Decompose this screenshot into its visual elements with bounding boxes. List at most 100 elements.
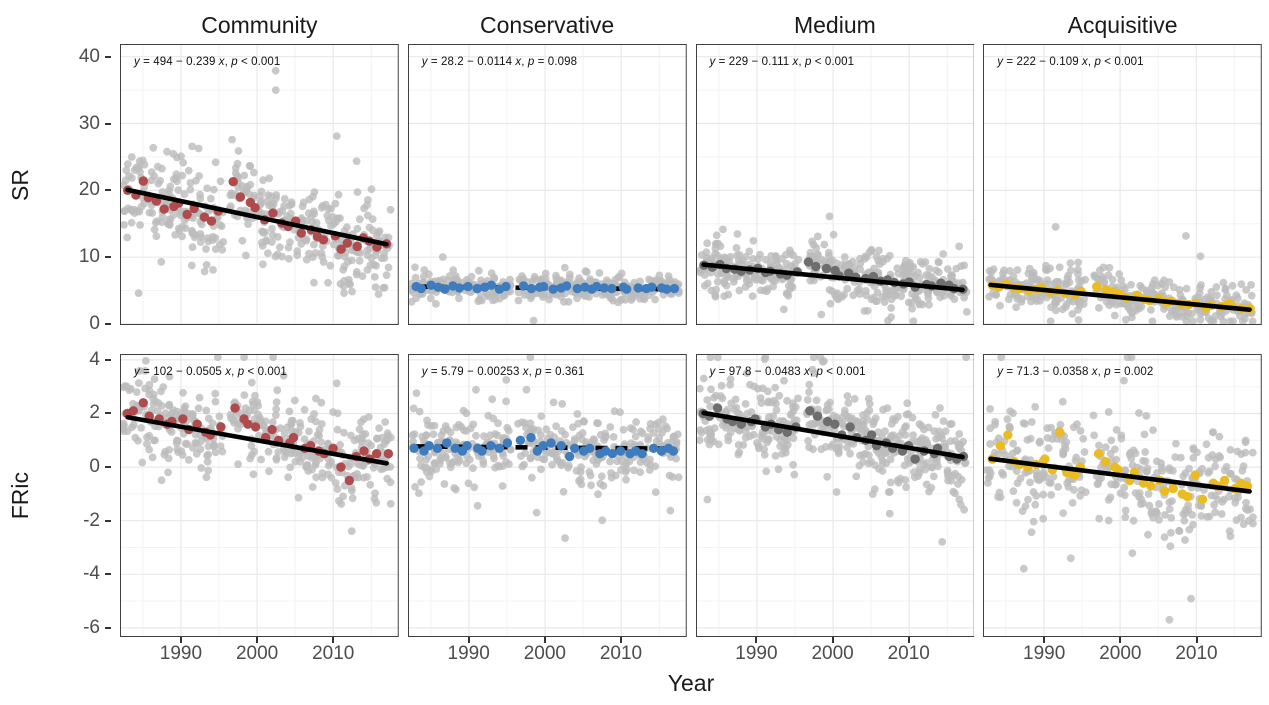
- x-tick-label: 1990: [1023, 643, 1066, 664]
- panel-border: [695, 354, 975, 637]
- panel-canvas: [983, 44, 1262, 325]
- y-tick-label: -4: [83, 563, 100, 585]
- y-tick-label: 2: [89, 402, 100, 424]
- facet-title-acquisitive: Acquisitive: [1067, 11, 1178, 38]
- mean-points: [411, 280, 679, 294]
- x-tick-label: 1990: [159, 643, 203, 664]
- regression-line: [125, 414, 389, 466]
- y-tick-mark: [105, 466, 111, 469]
- x-tick-label: 2000: [235, 643, 279, 664]
- y-axis-label-fric: FRic: [6, 471, 33, 520]
- x-tick-label: 2010: [887, 643, 930, 664]
- background-points: [120, 66, 395, 298]
- y-tick-mark: [105, 189, 111, 192]
- regression-annotation: y = 71.3 − 0.0358 x, p = 0.002: [997, 366, 1154, 378]
- panel-border: [407, 354, 687, 637]
- x-tick-label: 2000: [1099, 643, 1142, 664]
- regression-annotation: y = 5.79 − 0.00253 x, p = 0.361: [421, 366, 585, 378]
- x-axis-label: Year: [667, 670, 715, 696]
- y-axis-label-sr: SR: [6, 168, 33, 201]
- panel-border: [407, 44, 687, 325]
- regression-annotation: y = 222 − 0.109 x, p < 0.001: [997, 56, 1144, 68]
- x-tick-mark: [620, 637, 622, 643]
- x-tick-label: 2000: [523, 643, 566, 664]
- panel-canvas: [407, 44, 687, 325]
- panel-border: [695, 44, 975, 325]
- regression-annotation: y = 229 − 0.111 x, p < 0.001: [709, 56, 855, 68]
- x-tick-label: 2010: [599, 643, 643, 664]
- regression-line: [700, 262, 965, 293]
- y-tick-mark: [105, 412, 111, 415]
- x-tick-mark: [256, 637, 259, 643]
- panel-border: [983, 44, 1262, 325]
- panel-sr-medium: y = 229 − 0.111 x, p < 0.001: [695, 44, 975, 325]
- y-tick-mark: [105, 55, 111, 58]
- y-tick-label: -2: [83, 509, 100, 531]
- panel-border: [120, 354, 399, 637]
- panel-fric-conservative: y = 5.79 − 0.00253 x, p = 0.361: [407, 354, 687, 637]
- y-tick-label: 40: [78, 45, 100, 67]
- panel-canvas: [407, 354, 687, 637]
- panel-canvas: [120, 354, 399, 637]
- y-tick-label: 0: [89, 313, 100, 335]
- y-tick-label: 30: [78, 112, 100, 134]
- x-tick-label: 2000: [811, 643, 854, 664]
- panel-fric-community: y = 102 − 0.0505 x, p < 0.001: [120, 354, 399, 637]
- y-tick-label: 0: [89, 456, 100, 478]
- panel-canvas: [983, 354, 1262, 637]
- y-tick-mark: [105, 122, 111, 125]
- y-tick-mark: [105, 358, 111, 361]
- x-tick-mark: [831, 637, 834, 643]
- regression-annotation: y = 28.2 − 0.0114 x, p = 0.098: [421, 56, 578, 68]
- x-tick-label: 1990: [735, 643, 778, 664]
- panel-canvas: [120, 44, 399, 325]
- x-tick-mark: [467, 637, 470, 643]
- x-tick-mark: [332, 637, 335, 643]
- panel-border: [983, 354, 1262, 637]
- x-tick-mark: [907, 637, 910, 643]
- panel-fric-medium: y = 97.8 − 0.0483 x, p < 0.001: [695, 354, 975, 637]
- panel-sr-community: y = 494 − 0.239 x, p < 0.001: [120, 44, 399, 325]
- x-tick-mark: [755, 637, 758, 643]
- facet-title-conservative: Conservative: [480, 11, 615, 38]
- x-axis-ticks-community: 1990 2000 2010: [120, 637, 399, 667]
- x-tick-mark: [1195, 637, 1198, 643]
- x-tick-mark: [1119, 637, 1122, 643]
- gridlines: [407, 354, 687, 637]
- regression-annotation: y = 494 − 0.239 x, p < 0.001: [134, 56, 281, 68]
- x-axis-ticks-medium: 1990 2000 2010: [696, 637, 975, 667]
- y-tick-mark: [105, 519, 111, 522]
- regression-line: [125, 187, 389, 247]
- y-tick-mark: [105, 322, 111, 325]
- regression-line: [700, 410, 965, 460]
- y-tick-label: 10: [78, 246, 100, 268]
- regression-annotation: y = 102 − 0.0505 x, p < 0.001: [134, 366, 287, 378]
- y-tick-mark: [105, 256, 111, 259]
- regression-line: [988, 456, 1253, 494]
- x-tick-label: 1990: [447, 643, 490, 664]
- y-tick-label: -6: [83, 616, 100, 638]
- facet-title-community: Community: [201, 11, 318, 38]
- panel-fric-acquisitive: y = 71.3 − 0.0358 x, p = 0.002: [983, 354, 1262, 637]
- x-tick-mark: [179, 637, 182, 643]
- panel-sr-acquisitive: y = 222 − 0.109 x, p < 0.001: [983, 44, 1262, 325]
- mean-points: [409, 432, 678, 462]
- x-axis-ticks-conservative: 1990 2000 2010: [408, 637, 687, 667]
- facet-title-medium: Medium: [793, 11, 876, 38]
- y-tick-label: 20: [78, 179, 100, 201]
- y-axis-ticks-sr: 40 30 20 10 0: [49, 44, 111, 333]
- y-tick-mark: [105, 626, 111, 629]
- y-tick-label: 4: [89, 349, 100, 371]
- panel-sr-conservative: y = 28.2 − 0.0114 x, p = 0.098: [407, 44, 687, 325]
- x-tick-mark: [543, 637, 546, 643]
- regression-line: [988, 282, 1253, 312]
- panel-canvas: [695, 44, 975, 325]
- panel-canvas: [695, 354, 975, 637]
- x-tick-label: 2010: [1175, 643, 1218, 664]
- x-tick-mark: [1043, 637, 1046, 643]
- x-axis-ticks-acquisitive: 1990 2000 2010: [983, 637, 1262, 667]
- regression-annotation: y = 97.8 − 0.0483 x, p < 0.001: [709, 366, 866, 378]
- y-tick-mark: [105, 573, 111, 576]
- x-tick-label: 2010: [312, 643, 355, 664]
